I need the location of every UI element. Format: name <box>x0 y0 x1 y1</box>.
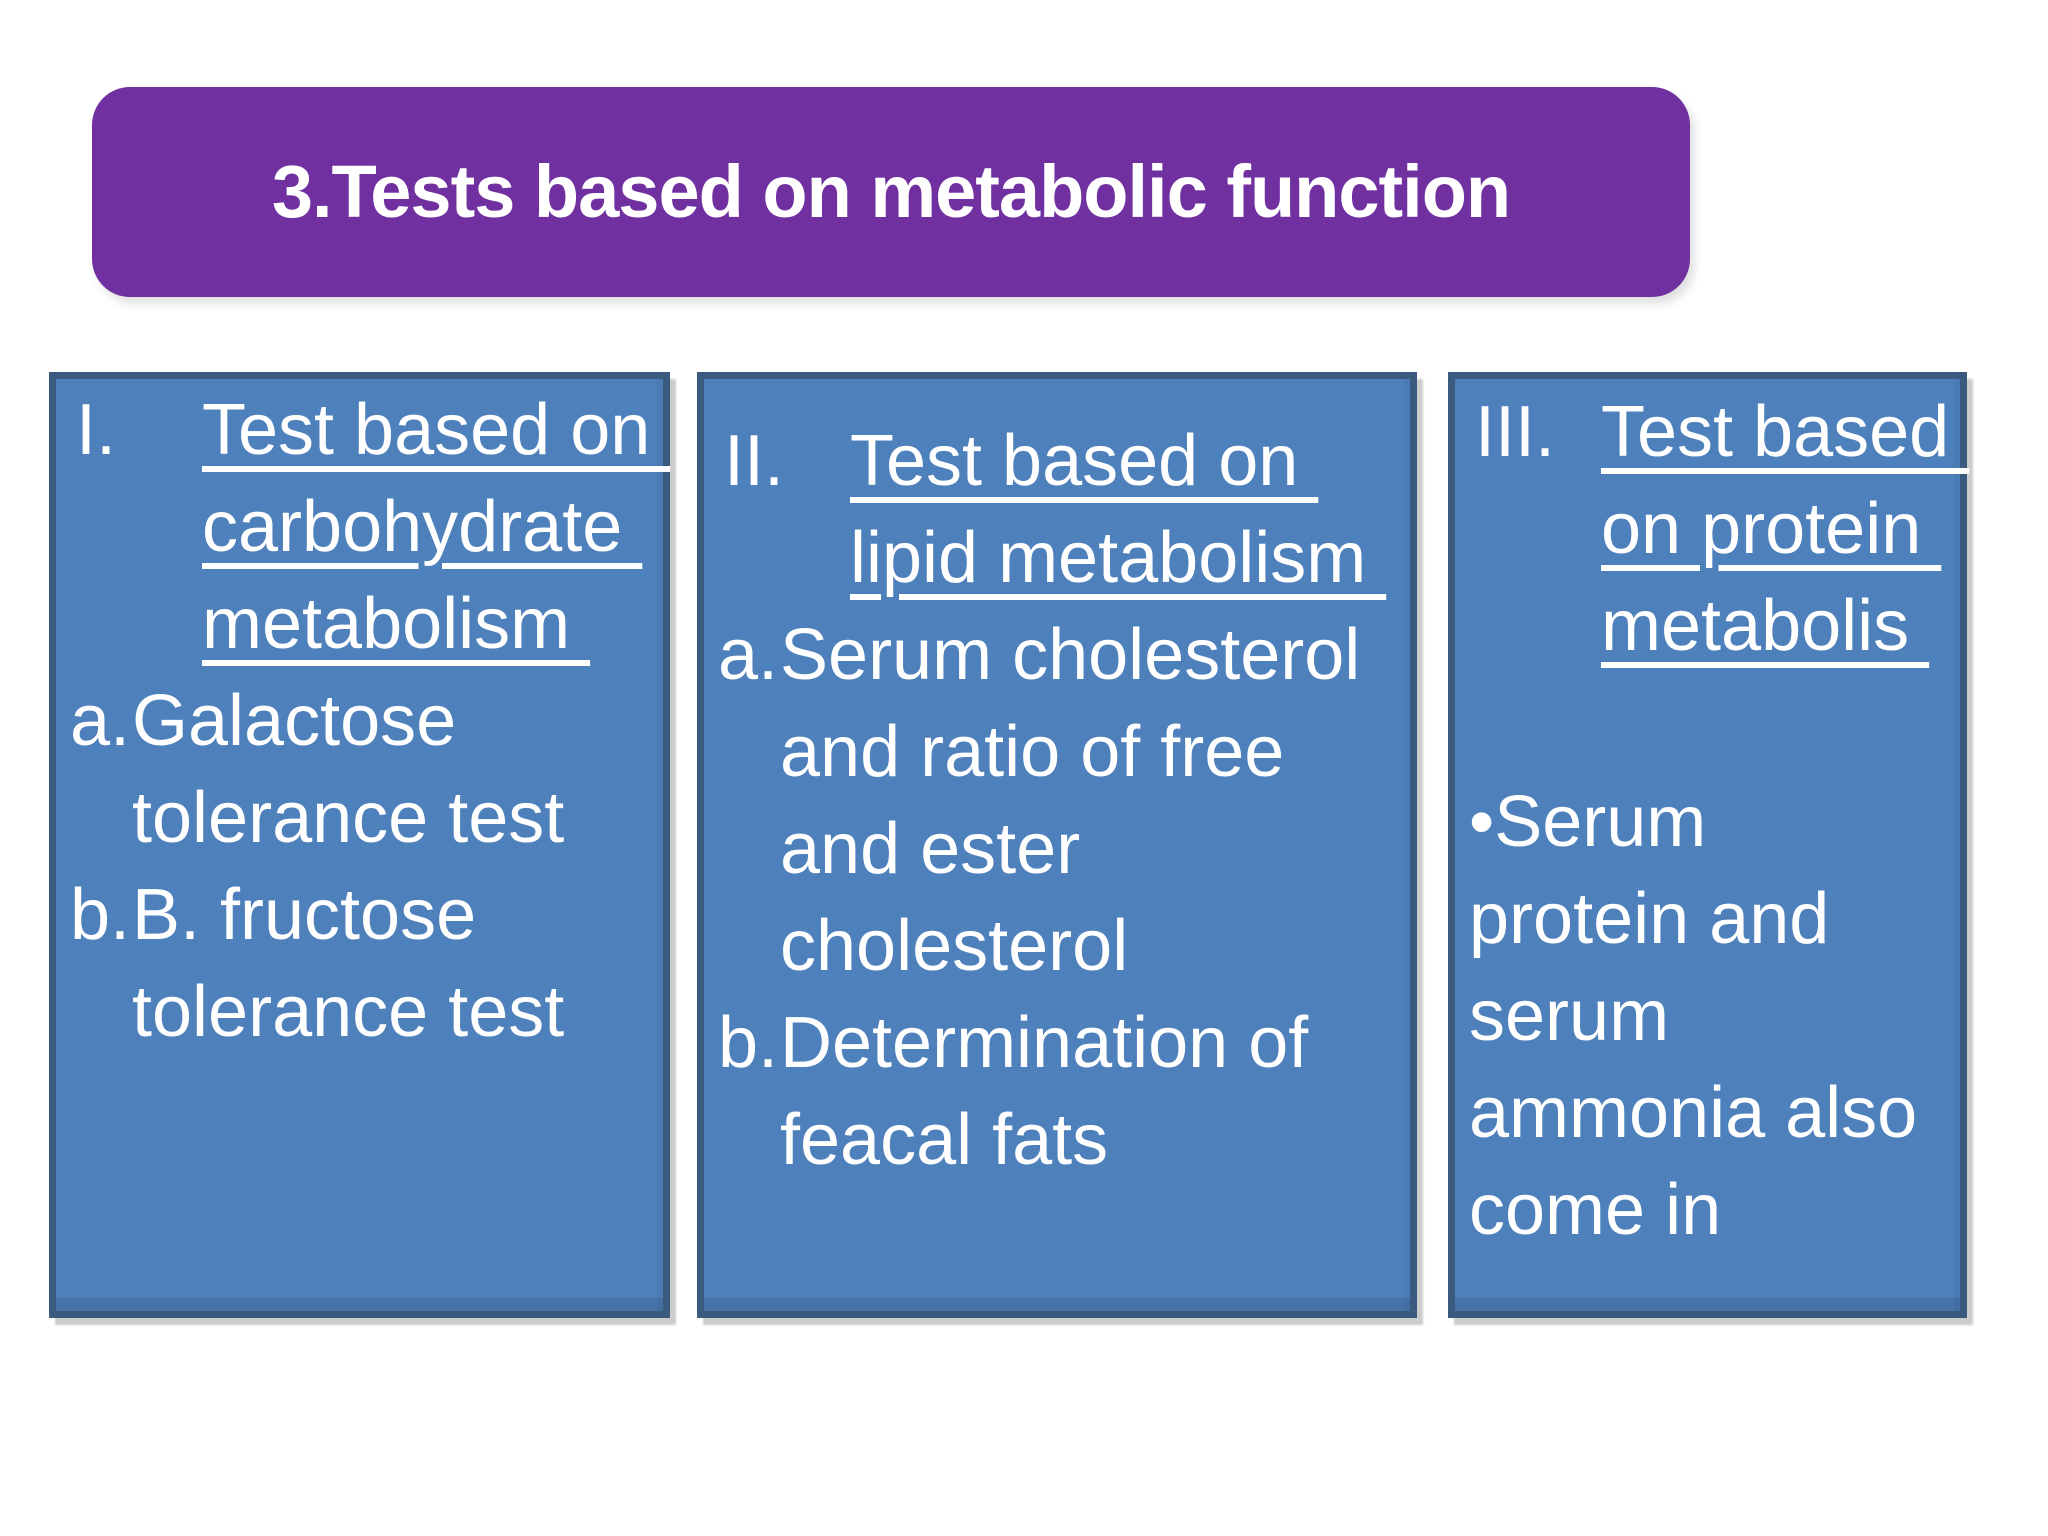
list-item-feacal-fats: b. Determination of feacal fats <box>704 995 1410 1189</box>
slide-title: 3.Tests based on metabolic function <box>271 150 1511 233</box>
list-item-galactose: a. Galactose tolerance test <box>56 673 663 867</box>
heading-lipid: II. Test based on lipid metabolism <box>704 413 1410 607</box>
list-item-line: tolerance test <box>132 778 565 858</box>
bullet-line: •Serum <box>1469 782 1707 862</box>
list-item-line: Serum cholesterol <box>780 615 1361 695</box>
heading-lines: Test based on protein metabolis <box>1455 384 1960 675</box>
list-item-line: cholesterol <box>780 906 1129 986</box>
heading-protein: III. Test based on protein metabolis <box>1455 384 1960 675</box>
bullet-line: protein and <box>1469 879 1830 959</box>
panel-protein-content: III. Test based on protein metabolis •Se… <box>1455 379 1960 1259</box>
heading-line: lipid metabolism <box>850 518 1387 598</box>
heading-lines: Test based on lipid metabolism <box>704 413 1410 607</box>
list-item-lines: Determination of feacal fats <box>704 995 1410 1189</box>
list-item-serum-cholesterol: a. Serum cholesterol and ratio of free a… <box>704 607 1410 995</box>
panel-protein-tests: III. Test based on protein metabolis •Se… <box>1448 372 1967 1318</box>
panel-carbohydrate-content: I. Test based on carbohydrate metabolism… <box>56 379 663 1061</box>
list-item-marker: a. <box>70 681 131 761</box>
heading-line: on protein <box>1601 489 1942 569</box>
list-item-lines: Serum cholesterol and ratio of free and … <box>704 607 1410 995</box>
heading-line: Test based on <box>202 390 671 470</box>
list-item-line: Determination of <box>780 1003 1309 1083</box>
title-banner: 3.Tests based on metabolic function <box>92 87 1690 297</box>
list-item-line: and ratio of free <box>780 712 1285 792</box>
heading-line: metabolis <box>1601 586 1930 666</box>
bullet-line: serum <box>1469 976 1670 1056</box>
list-item-line: feacal fats <box>780 1100 1109 1180</box>
list-item-lines: B. fructose tolerance test <box>56 867 663 1061</box>
heading-carbohydrate: I. Test based on carbohydrate metabolism <box>56 382 663 673</box>
heading-numeral: I. <box>76 390 117 470</box>
bullet-line: come in <box>1469 1170 1722 1250</box>
heading-numeral: II. <box>724 421 785 501</box>
list-item-fructose: b. B. fructose tolerance test <box>56 867 663 1061</box>
list-item-line: Galactose <box>132 681 457 761</box>
list-item-marker: a. <box>718 615 779 695</box>
list-item-line: B. fructose <box>132 875 477 955</box>
list-item-marker: b. <box>718 1003 779 1083</box>
heading-lines: Test based on carbohydrate metabolism <box>56 382 663 673</box>
bullet-paragraph-serum-protein: •Serum protein and serum ammonia also co… <box>1455 774 1960 1259</box>
heading-line: Test based <box>1601 392 1970 472</box>
heading-line: metabolism <box>202 584 591 664</box>
panel-lipid-tests: II. Test based on lipid metabolism a. Se… <box>697 372 1417 1318</box>
list-item-line: tolerance test <box>132 972 565 1052</box>
heading-line: Test based on <box>850 421 1319 501</box>
list-item-line: and ester <box>780 809 1081 889</box>
bullet-line: ammonia also <box>1469 1073 1918 1153</box>
panel-lipid-content: II. Test based on lipid metabolism a. Se… <box>704 379 1410 1189</box>
heading-numeral: III. <box>1475 392 1556 472</box>
list-item-marker: b. <box>70 875 131 955</box>
panel-carbohydrate-tests: I. Test based on carbohydrate metabolism… <box>49 372 670 1318</box>
heading-line: carbohydrate <box>202 487 643 567</box>
list-item-lines: Galactose tolerance test <box>56 673 663 867</box>
